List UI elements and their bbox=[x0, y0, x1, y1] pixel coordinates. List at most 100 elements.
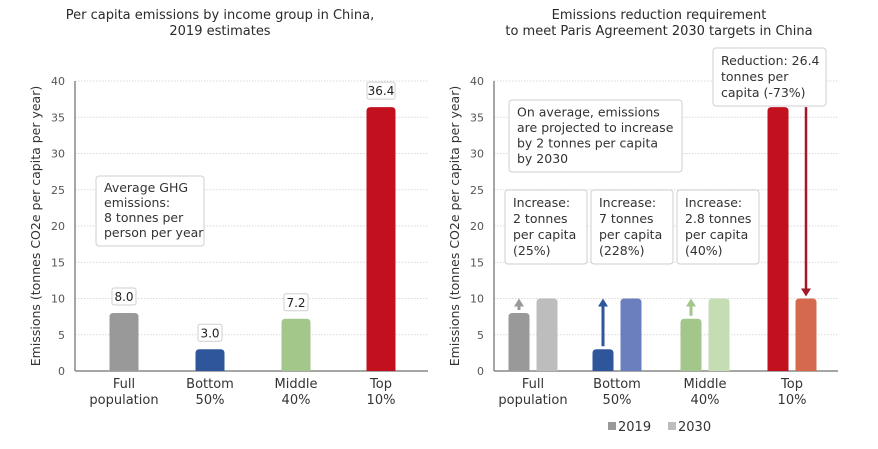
y-tick-label: 25 bbox=[470, 184, 484, 197]
bar-2030-middle bbox=[708, 298, 730, 371]
annotation-average-ghg-text: person per year bbox=[104, 225, 204, 240]
y-axis-title: Emissions (tonnes CO2e per capita per ye… bbox=[447, 86, 462, 366]
annotation-top-reduction-text: Reduction: 26.4 bbox=[721, 53, 820, 68]
annotation-average-increase-text: by 2030 bbox=[517, 151, 568, 166]
annotation-full-increase bbox=[504, 189, 588, 265]
y-tick-label: 35 bbox=[470, 111, 484, 124]
annotation-average-increase bbox=[508, 99, 683, 173]
left-title-line-2: 2019 estimates bbox=[169, 24, 271, 39]
y-tick-label: 5 bbox=[58, 329, 65, 342]
right-title-line-2: to meet Paris Agreement 2030 targets in … bbox=[505, 24, 813, 39]
legend-label-2019: 2019 bbox=[618, 420, 651, 435]
legend-label-2030: 2030 bbox=[678, 420, 711, 435]
bar-2030-full bbox=[536, 298, 558, 371]
value-label-box bbox=[111, 287, 137, 306]
bar-middle bbox=[281, 318, 311, 371]
bar-2019-bottom bbox=[592, 349, 614, 371]
arrow-head-down-top bbox=[801, 288, 811, 297]
arrow-head-up-middle bbox=[686, 298, 696, 307]
value-label-box bbox=[283, 293, 309, 312]
annotation-full-increase-text: Increase: bbox=[513, 195, 570, 210]
annotation-middle-increase bbox=[676, 189, 760, 265]
x-tick-label: Bottom bbox=[186, 377, 234, 392]
annotation-bottom-increase-text: Increase: bbox=[599, 195, 656, 210]
annotation-top-reduction-text: tonnes per bbox=[721, 69, 789, 84]
bar-bottom bbox=[195, 349, 225, 371]
right-chart-title: Emissions reduction requirement to meet … bbox=[440, 8, 878, 40]
bar-2019-full bbox=[508, 313, 530, 371]
left-chart-title: Per capita emissions by income group in … bbox=[0, 8, 440, 40]
y-tick-label: 20 bbox=[51, 220, 65, 233]
right-chart-panel: Emissions reduction requirement to meet … bbox=[440, 0, 878, 449]
value-label: 7.2 bbox=[286, 296, 305, 310]
legend-swatch-2019 bbox=[608, 422, 616, 430]
y-tick-label: 30 bbox=[470, 148, 484, 161]
bar-2019-top bbox=[767, 107, 789, 371]
y-tick-label: 25 bbox=[51, 184, 65, 197]
y-axis-title: Emissions (tonnes CO2e per capita per ye… bbox=[28, 86, 43, 366]
x-tick-label: 50% bbox=[196, 393, 225, 408]
annotation-average-increase-text: On average, emissions bbox=[517, 105, 660, 120]
annotation-bottom-increase-text: (228%) bbox=[599, 243, 645, 258]
value-label: 8.0 bbox=[114, 290, 133, 304]
annotation-average-ghg-text: 8 tonnes per bbox=[104, 210, 184, 225]
value-label: 36.4 bbox=[368, 84, 395, 98]
annotation-top-reduction-text: capita (-73%) bbox=[721, 85, 806, 100]
bar-2030-bottom bbox=[620, 298, 642, 371]
left-title-line-1: Per capita emissions by income group in … bbox=[65, 8, 375, 23]
x-tick-label: Middle bbox=[275, 377, 318, 392]
legend-swatch-2030 bbox=[668, 422, 676, 430]
y-tick-label: 10 bbox=[51, 293, 65, 306]
x-tick-label: Bottom bbox=[593, 377, 641, 392]
arrow-head-up-bottom bbox=[598, 298, 608, 307]
value-label-box bbox=[197, 323, 223, 342]
y-tick-label: 40 bbox=[470, 75, 484, 88]
x-tick-label: 10% bbox=[778, 393, 807, 408]
x-tick-label: 40% bbox=[282, 393, 311, 408]
y-tick-label: 15 bbox=[470, 256, 484, 269]
arrow-head-up-full bbox=[514, 298, 524, 307]
annotation-middle-increase-text: (40%) bbox=[685, 243, 723, 258]
annotation-average-ghg-text: emissions: bbox=[104, 195, 170, 210]
annotation-middle-increase-text: per capita bbox=[685, 227, 748, 242]
y-tick-label: 20 bbox=[470, 220, 484, 233]
annotation-full-increase-text: per capita bbox=[513, 227, 576, 242]
annotation-average-increase-text: are projected to increase bbox=[517, 120, 674, 135]
x-tick-label: 50% bbox=[603, 393, 632, 408]
bar-2019-middle bbox=[680, 318, 702, 371]
left-chart-panel: Per capita emissions by income group in … bbox=[0, 8, 440, 408]
right-chart-svg: 0 5 10 15 20 25 30 35 40 Emissions (tonnes CO2e p… bbox=[447, 47, 838, 435]
y-tick-label: 10 bbox=[470, 293, 484, 306]
right-title-line-1: Emissions reduction requirement bbox=[551, 8, 767, 23]
annotation-average-ghg-text: Average GHG bbox=[104, 180, 188, 195]
value-label-box bbox=[366, 81, 396, 100]
x-tick-label: Top bbox=[369, 377, 392, 392]
x-tick-label: 10% bbox=[367, 393, 396, 408]
bar-full bbox=[109, 313, 139, 371]
annotation-bottom-increase-text: per capita bbox=[599, 227, 662, 242]
left-chart-svg: 0 5 10 15 20 25 30 35 40 Emissions (tonnes CO2e p… bbox=[28, 75, 428, 408]
x-tick-label: Full bbox=[113, 377, 135, 392]
x-tick-label: Top bbox=[780, 377, 803, 392]
x-tick-label: Middle bbox=[684, 377, 727, 392]
annotation-top-reduction bbox=[712, 47, 827, 107]
y-tick-label: 15 bbox=[51, 256, 65, 269]
y-tick-label: 0 bbox=[477, 365, 484, 378]
annotation-average-increase-text: by 2 tonnes per capita bbox=[517, 136, 658, 151]
bar-top bbox=[366, 107, 396, 371]
y-tick-label: 35 bbox=[51, 111, 65, 124]
y-tick-label: 0 bbox=[58, 365, 65, 378]
annotation-full-increase-text: 2 tonnes bbox=[513, 211, 568, 226]
annotation-bottom-increase-text: 7 tonnes bbox=[599, 211, 654, 226]
annotation-average-ghg bbox=[95, 175, 205, 247]
value-label: 3.0 bbox=[200, 326, 219, 340]
x-tick-label: 40% bbox=[691, 393, 720, 408]
bar-2030-top bbox=[795, 298, 817, 371]
y-tick-label: 40 bbox=[51, 75, 65, 88]
annotation-middle-increase-text: 2.8 tonnes bbox=[685, 211, 751, 226]
annotation-full-increase-text: (25%) bbox=[513, 243, 551, 258]
annotation-bottom-increase bbox=[590, 189, 674, 265]
y-tick-label: 5 bbox=[477, 329, 484, 342]
x-tick-label: Full bbox=[522, 377, 544, 392]
x-tick-label: population bbox=[498, 393, 567, 408]
